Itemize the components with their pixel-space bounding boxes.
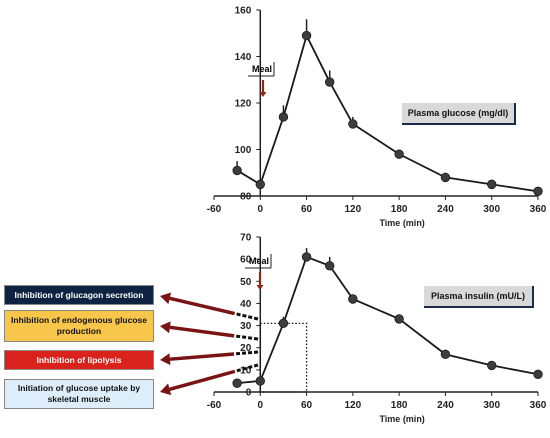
glucose-legend: Plasma glucose (mg/dl) xyxy=(402,103,516,125)
insulin-x-tick-label: 300 xyxy=(483,400,500,411)
insulin-x-axis-title: Time (min) xyxy=(379,414,424,424)
insulin-data-point xyxy=(348,294,358,304)
insulin-y-tick-label: 40 xyxy=(240,299,252,310)
glucose-y-tick-label: 100 xyxy=(235,145,252,156)
glucose-chart: 80 100 120 140 160 -60 0 60 120 180 240 300 360 Time … xyxy=(207,6,547,229)
insulin-data-point xyxy=(325,261,335,271)
insulin-x-tick-label: 180 xyxy=(391,400,408,411)
glucose-x-tick-label: 300 xyxy=(483,204,500,215)
glucose-data-point xyxy=(440,172,451,183)
insulin-legend-label: Plasma insulin (mU/L) xyxy=(430,291,526,301)
insulin-x-tick-label: 60 xyxy=(301,400,313,411)
effect-label-endogenous-glucose: Inhibition of endogenous glucose product… xyxy=(11,315,147,336)
effect-arrows xyxy=(160,292,259,396)
glucose-x-axis-title: Time (min) xyxy=(379,218,424,228)
insulin-x-tick-label: 120 xyxy=(345,400,362,411)
insulin-x-tick-label: 360 xyxy=(530,400,547,411)
insulin-data-point xyxy=(255,376,265,386)
insulin-y-tick-label: 60 xyxy=(240,255,252,266)
glucose-data-point xyxy=(394,149,404,159)
insulin-data-point xyxy=(440,349,451,360)
insulin-data-point xyxy=(278,318,289,329)
arrow-glucagon-head xyxy=(160,292,172,305)
arrow-endogenous-glucose-shaft xyxy=(169,325,235,338)
effect-label-glucose-uptake: Initiation of glucose uptake by skeletal… xyxy=(17,383,141,404)
insulin-chart: 0 10 20 30 40 50 60 70 -60 0 60 120 180 240 300 360 Time… xyxy=(207,233,547,425)
glucose-x-tick-label: 60 xyxy=(301,204,313,215)
glucose-x-tick-label: 0 xyxy=(258,204,264,215)
glucose-x-tick-label: -60 xyxy=(207,204,222,215)
insulin-highlight-region xyxy=(259,322,308,393)
glucose-x-tick-label: 240 xyxy=(437,204,454,215)
arrow-glucose-uptake-head xyxy=(160,383,172,396)
insulin-series-line xyxy=(237,255,539,385)
glucose-data-point xyxy=(301,30,312,41)
insulin-y-tick-label: 20 xyxy=(240,343,252,354)
effect-box-endogenous-glucose: Inhibition of endogenous glucose product… xyxy=(4,310,154,342)
glucose-data-point xyxy=(487,179,497,190)
arrow-glucagon-dash xyxy=(236,312,259,321)
insulin-x-tick-label: -60 xyxy=(207,400,222,411)
insulin-meal-label: Meal xyxy=(249,256,269,266)
glucose-data-point xyxy=(255,179,265,190)
glucose-data-point xyxy=(325,77,335,87)
glucose-y-tick-label: 140 xyxy=(235,52,252,63)
arrow-lipolysis-shaft xyxy=(169,352,235,361)
glucose-meal-label: Meal xyxy=(252,64,272,74)
glucose-data-point xyxy=(278,112,289,122)
glucose-legend-label: Plasma glucose (mg/dl) xyxy=(407,108,509,118)
glucose-series-line xyxy=(236,33,539,193)
arrow-glucose-uptake-dash xyxy=(236,363,259,373)
insulin-data-point xyxy=(487,360,497,371)
insulin-y-tick-label: 10 xyxy=(240,365,252,376)
insulin-data-point xyxy=(533,369,543,379)
insulin-y-tick-label: 50 xyxy=(240,277,252,288)
insulin-y-tick-label: 30 xyxy=(240,321,252,332)
glucose-meal-arrow-head xyxy=(259,92,267,97)
glucose-y-tick-label: 160 xyxy=(235,6,252,17)
effect-label-lipolysis: Inhibition of lipolysis xyxy=(36,354,122,365)
insulin-y-tick-label: 70 xyxy=(240,233,252,244)
arrow-lipolysis-dash xyxy=(235,350,259,356)
insulin-data-point xyxy=(394,314,404,324)
effect-box-lipolysis: Inhibition of lipolysis xyxy=(4,350,154,370)
arrow-glucose-uptake-shaft xyxy=(169,369,236,392)
glucose-x-tick-label: 120 xyxy=(345,204,362,215)
arrow-endogenous-glucose-dash xyxy=(235,334,259,341)
glucose-data-point xyxy=(533,186,543,197)
insulin-x-tick-label: 0 xyxy=(258,400,264,411)
insulin-x-tick-label: 240 xyxy=(437,400,454,411)
effect-box-glucagon: Inhibition of glucagon secretion xyxy=(4,285,154,305)
insulin-meal-arrow-head xyxy=(256,285,264,290)
glucose-y-tick-label: 120 xyxy=(235,99,252,110)
insulin-y-tick-label: 0 xyxy=(246,388,252,399)
glucose-data-point xyxy=(348,119,358,129)
arrow-endogenous-glucose-head xyxy=(160,321,171,334)
effect-label-glucagon: Inhibition of glucagon secretion xyxy=(14,289,144,300)
effect-box-glucose-uptake: Initiation of glucose uptake by skeletal… xyxy=(4,379,154,409)
glucose-x-tick-label: 180 xyxy=(391,204,408,215)
insulin-data-point xyxy=(301,252,312,262)
glucose-data-point xyxy=(232,165,242,176)
insulin-legend: Plasma insulin (mU/L) xyxy=(424,286,534,308)
arrow-glucagon-shaft xyxy=(169,296,236,316)
insulin-data-point xyxy=(232,378,242,388)
glucose-x-tick-label: 360 xyxy=(530,204,547,215)
arrow-lipolysis-head xyxy=(160,353,171,366)
glucose-y-tick-label: 80 xyxy=(240,192,252,203)
